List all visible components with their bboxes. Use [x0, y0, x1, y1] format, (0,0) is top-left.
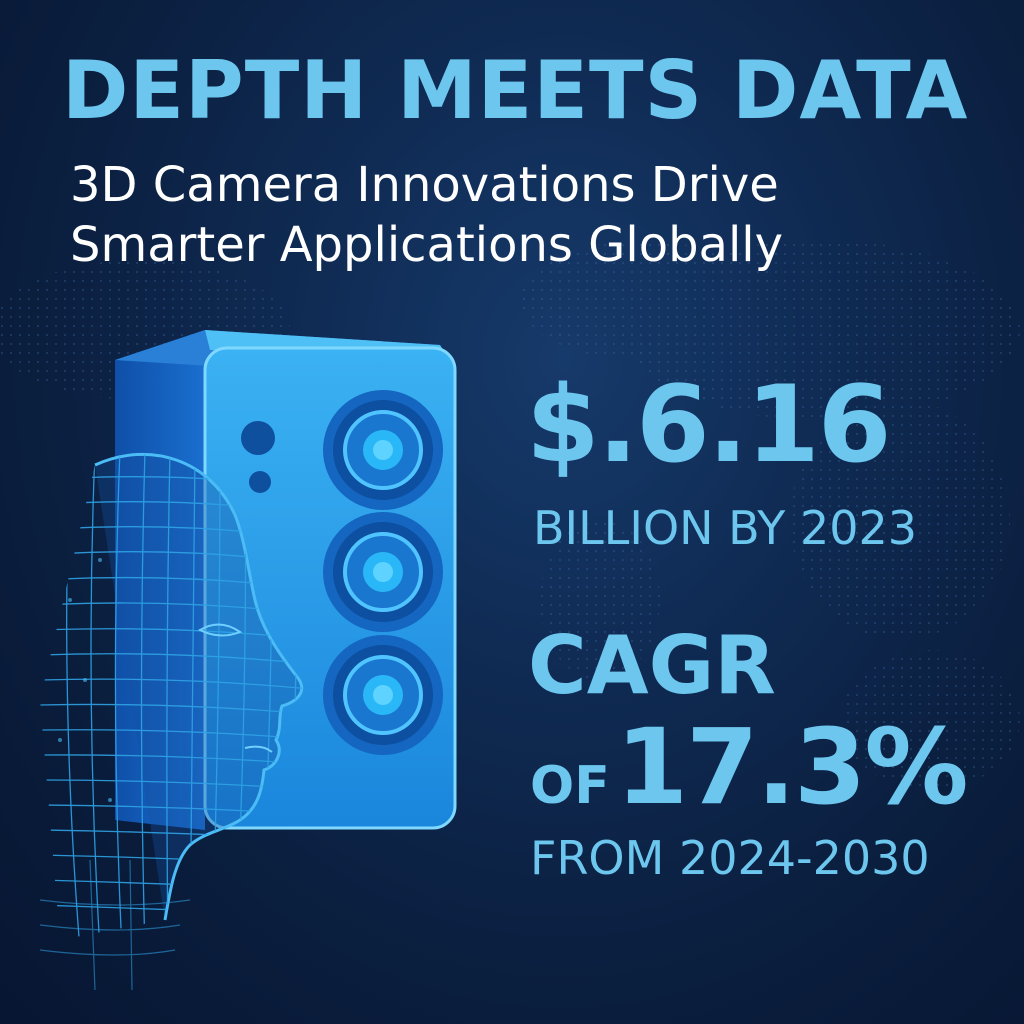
headline: DEPTH MEETS DATA	[62, 44, 969, 137]
cagr-prefix: OF	[530, 756, 610, 816]
subheadline-line-1: 3D Camera Innovations Drive	[70, 157, 779, 213]
subheadline-line-2: Smarter Applications Globally	[70, 217, 784, 273]
camera-face-illustration	[39, 330, 457, 991]
subheadline: 3D Camera Innovations Drive Smarter Appl…	[70, 155, 970, 275]
market-size-label: BILLION BY 2023	[533, 501, 918, 555]
cagr-period: FROM 2024-2030	[530, 831, 930, 885]
cagr-row: OF17.3%	[530, 712, 969, 822]
cagr-value: 17.3%	[615, 706, 969, 828]
market-size-value: $.6.16	[526, 363, 892, 486]
cagr-label: CAGR	[528, 619, 776, 712]
